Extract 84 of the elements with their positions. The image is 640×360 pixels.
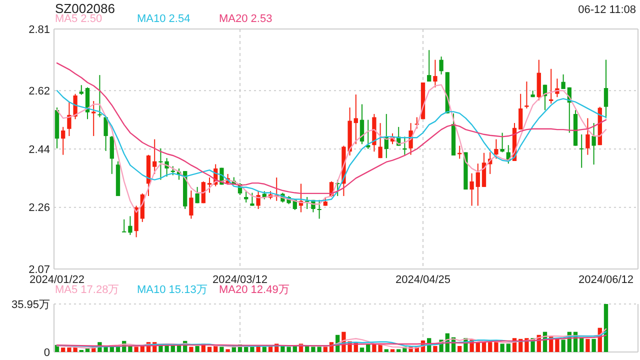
chart-title: SZ002086 xyxy=(55,1,115,16)
candlestick xyxy=(439,56,444,75)
text: MA5 2.50 xyxy=(55,13,102,25)
candlestick xyxy=(195,186,200,204)
candlestick xyxy=(500,132,504,153)
candlestick xyxy=(354,94,358,145)
candlestick xyxy=(128,216,132,236)
candlestick xyxy=(305,196,310,210)
candlestick xyxy=(250,192,254,206)
candlestick xyxy=(518,93,523,130)
bar xyxy=(433,346,438,352)
candlestick xyxy=(67,101,72,137)
candlestick xyxy=(524,81,529,109)
candlestick xyxy=(79,84,84,96)
candlestick xyxy=(592,122,596,166)
y-tick-label: 2.81 xyxy=(28,24,50,36)
candlestick xyxy=(604,59,608,119)
y-tick-label: 2.26 xyxy=(28,202,50,214)
candlestick xyxy=(494,138,498,160)
bar xyxy=(506,344,510,352)
candlestick xyxy=(110,136,114,174)
text: MA5 17.28万 xyxy=(55,284,120,296)
line-series xyxy=(56,334,607,347)
bar xyxy=(586,338,590,352)
bar xyxy=(220,346,224,352)
bar xyxy=(195,346,200,352)
candlestick xyxy=(244,190,248,204)
bar xyxy=(592,338,596,352)
candlestick xyxy=(92,100,96,137)
candlestick xyxy=(378,122,382,159)
bar xyxy=(250,346,254,352)
text: MA10 15.13万 xyxy=(137,284,208,296)
line-series xyxy=(56,62,607,194)
candlestick xyxy=(104,116,108,152)
bar xyxy=(262,346,266,352)
y-tick-label: 2.07 xyxy=(28,264,50,276)
candlestick xyxy=(152,138,157,174)
candlestick xyxy=(134,205,138,238)
x-tick-label: 2024/06/12 xyxy=(578,274,634,286)
candlestick xyxy=(433,59,438,88)
bar xyxy=(561,340,566,352)
candlestick xyxy=(561,74,566,90)
text: MA20 2.53 xyxy=(219,13,272,25)
text: MA20 12.49万 xyxy=(219,284,290,296)
bar xyxy=(226,349,230,352)
bar xyxy=(61,348,66,352)
candlestick xyxy=(256,190,260,210)
candlestick xyxy=(427,50,432,82)
x-tick-label: 2024/04/25 xyxy=(395,274,451,286)
bar xyxy=(604,304,608,352)
bar xyxy=(189,346,194,352)
bar xyxy=(323,346,328,352)
chart-subtitle: 06-12 11:08 xyxy=(578,4,636,16)
y-tick-label: 2.44 xyxy=(28,144,50,156)
y-tick-label: 35.95万 xyxy=(11,298,50,311)
bar xyxy=(134,346,138,352)
candlestick xyxy=(61,126,66,156)
candlestick xyxy=(586,118,590,156)
bar xyxy=(555,338,560,352)
candlestick xyxy=(317,199,322,220)
bar xyxy=(128,346,132,352)
x-tick-label: 2024/03/12 xyxy=(212,274,268,286)
text: MA10 2.54 xyxy=(137,13,190,25)
candlestick xyxy=(470,172,474,206)
y-tick-label: 2.62 xyxy=(28,85,50,98)
y-tick-label: 0 xyxy=(44,346,50,359)
bar xyxy=(390,349,395,352)
bar xyxy=(360,348,364,352)
bar xyxy=(488,342,492,352)
candlestick xyxy=(189,190,194,220)
bar xyxy=(207,346,212,352)
x-tick-label: 2024/01/22 xyxy=(29,274,85,286)
bar xyxy=(482,342,486,352)
candlestick xyxy=(476,163,480,206)
candlestick xyxy=(122,218,126,232)
bar xyxy=(384,349,388,352)
bar xyxy=(494,342,498,352)
bar xyxy=(396,349,401,352)
candlestick xyxy=(98,74,102,118)
bar xyxy=(458,346,462,352)
bar xyxy=(256,346,260,352)
candlestick xyxy=(580,134,584,168)
bar xyxy=(500,344,504,352)
candlestick xyxy=(170,166,175,176)
